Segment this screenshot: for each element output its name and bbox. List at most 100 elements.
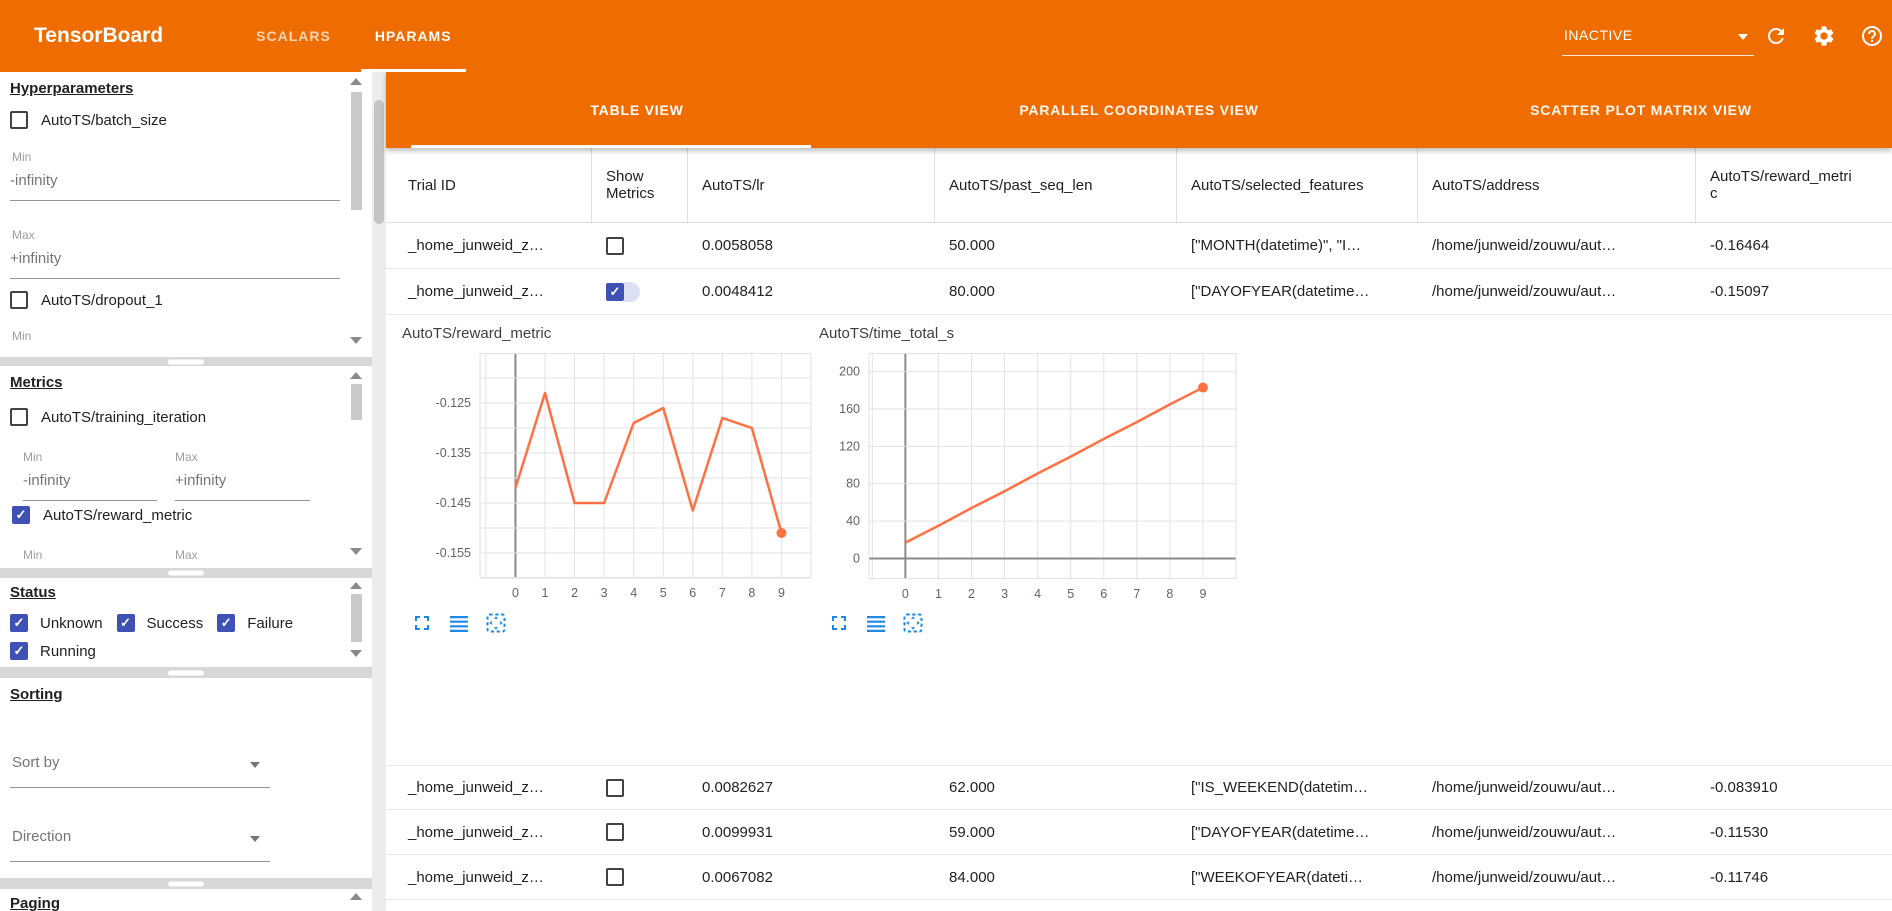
fullscreen-icon[interactable] [410, 611, 434, 635]
success-checkbox[interactable] [116, 614, 135, 632]
scrollbar-thumb[interactable] [351, 92, 362, 210]
svg-text:2: 2 [968, 587, 975, 601]
reward-metric-cell: -0.11746 [1710, 868, 1769, 886]
drag-handle[interactable] [168, 359, 204, 364]
chart-toolbar [410, 611, 508, 635]
svg-text:-0.125: -0.125 [436, 396, 471, 410]
tab-scalars[interactable]: SCALARS [256, 28, 331, 44]
pan-zoom-icon[interactable] [901, 611, 925, 635]
table-row[interactable]: _home_junweid_z… 0.0082627 62.000 ["IS_W… [386, 765, 1892, 810]
svg-text:120: 120 [839, 439, 860, 453]
chevron-down-icon [1738, 34, 1748, 40]
svg-text:3: 3 [601, 586, 608, 600]
reward-metric-checkbox[interactable] [12, 506, 30, 524]
past-seq-len-cell: 84.000 [949, 868, 995, 886]
address-cell: /home/junweid/zouwu/aut… [1432, 868, 1617, 886]
lr-cell: 0.0082627 [702, 779, 773, 796]
checkbox-ripple [624, 281, 640, 302]
section-resizer[interactable] [0, 667, 372, 678]
chart-title: AutoTS/reward_metric [402, 325, 552, 342]
tab-scatter-plot-matrix-view[interactable]: SCATTER PLOT MATRIX VIEW [1530, 102, 1752, 118]
section-paging: Paging [0, 889, 372, 911]
section-resizer[interactable] [0, 357, 372, 366]
status-heading: Status [10, 584, 56, 601]
log-scale-lines-icon[interactable] [864, 611, 888, 635]
show-metrics-checkbox[interactable] [606, 282, 624, 301]
svg-text:7: 7 [719, 586, 726, 600]
settings-button[interactable] [1812, 24, 1836, 48]
dropout-1-checkbox[interactable] [10, 291, 28, 309]
address-cell: /home/junweid/zouwu/aut… [1432, 283, 1617, 300]
sort-by-select[interactable]: Sort by [10, 744, 270, 788]
refresh-button[interactable] [1764, 24, 1788, 48]
lr-cell: 0.0058058 [702, 237, 773, 254]
show-metrics-checkbox[interactable] [606, 236, 624, 255]
max-label: Max [175, 548, 198, 562]
section-resizer[interactable] [0, 568, 372, 578]
running-checkbox[interactable] [10, 642, 28, 660]
tab-hparams[interactable]: HPARAMS [353, 0, 474, 72]
show-metrics-checkbox[interactable] [606, 868, 624, 886]
table-header: Trial ID Show Metrics AutoTS/lr AutoTS/p… [386, 148, 1892, 223]
past-seq-len-cell: 80.000 [949, 283, 995, 300]
svg-text:200: 200 [839, 365, 860, 379]
metric-item-reward-metric: AutoTS/reward_metric [12, 506, 192, 524]
view-tabs: TABLE VIEW PARALLEL COORDINATES VIEW SCA… [386, 72, 1892, 148]
run-status-select[interactable]: INACTIVE [1562, 16, 1754, 56]
show-metrics-checkbox[interactable] [606, 778, 624, 797]
metrics-heading: Metrics [10, 374, 63, 391]
reward-metric-cell: -0.16464 [1710, 237, 1770, 254]
failure-checkbox[interactable] [217, 614, 236, 632]
svg-text:4: 4 [630, 586, 637, 600]
scrollbar-thumb[interactable] [351, 594, 362, 642]
scroll-down-icon[interactable] [350, 650, 362, 657]
col-lr: AutoTS/lr [688, 148, 935, 222]
scrollbar-thumb[interactable] [351, 384, 362, 420]
past-seq-len-cell: 50.000 [949, 237, 995, 254]
scroll-down-icon[interactable] [350, 337, 362, 344]
status-option-failure: Failure [217, 614, 293, 632]
scroll-down-icon[interactable] [350, 548, 362, 555]
batch-size-max-input[interactable]: +infinity [10, 250, 340, 279]
direction-select[interactable]: Direction [10, 818, 270, 862]
scroll-up-icon[interactable] [350, 372, 362, 379]
address-cell: /home/junweid/zouwu/aut… [1432, 823, 1617, 841]
status-label: Running [40, 642, 96, 660]
scroll-up-icon[interactable] [350, 78, 362, 85]
table-row[interactable]: _home_junweid_z… 0.0099931 59.000 ["DAYO… [386, 810, 1892, 855]
scrollbar-thumb[interactable] [374, 100, 384, 224]
scroll-up-icon[interactable] [350, 893, 362, 900]
training-iteration-max-input[interactable]: +infinity [175, 472, 310, 501]
show-metrics-checkbox[interactable] [606, 823, 624, 841]
training-iteration-min-input[interactable]: -infinity [23, 472, 157, 501]
section-resizer[interactable] [0, 878, 372, 889]
selected-features-cell: ["MONTH(datetime)", "I… [1191, 237, 1362, 254]
time-total-plot: 0 40 80 120 160 200 0 1 2 3 4 5 6 7 8 9 [839, 353, 1237, 601]
drag-handle[interactable] [168, 570, 204, 576]
svg-text:9: 9 [778, 586, 785, 600]
hparam-label: AutoTS/batch_size [41, 111, 167, 129]
tab-table-view[interactable]: TABLE VIEW [590, 102, 684, 118]
table-row[interactable]: _home_junweid_z… 0.0058058 50.000 ["MONT… [386, 223, 1892, 269]
max-label: Max [12, 228, 35, 242]
unknown-checkbox[interactable] [10, 614, 28, 632]
svg-text:-0.145: -0.145 [436, 496, 471, 510]
tab-parallel-coordinates-view[interactable]: PARALLEL COORDINATES VIEW [1019, 102, 1259, 118]
trial-id-cell: _home_junweid_z… [408, 237, 544, 254]
svg-text:1: 1 [935, 587, 942, 601]
pan-zoom-icon[interactable] [484, 611, 508, 635]
fullscreen-icon[interactable] [827, 611, 851, 635]
log-scale-lines-icon[interactable] [447, 611, 471, 635]
help-button[interactable] [1860, 24, 1884, 48]
training-iteration-checkbox[interactable] [10, 408, 28, 426]
table-row-expanded[interactable]: _home_junweid_z… 0.0048412 80.000 ["DAYO… [386, 269, 1892, 315]
min-label: Min [23, 548, 43, 562]
batch-size-checkbox[interactable] [10, 111, 28, 129]
scroll-up-icon[interactable] [350, 582, 362, 589]
selected-features-cell: ["DAYOFYEAR(datetime… [1191, 823, 1370, 841]
drag-handle[interactable] [168, 670, 204, 675]
batch-size-min-input[interactable]: -infinity [10, 172, 340, 201]
drag-handle[interactable] [168, 881, 204, 886]
svg-text:-0.135: -0.135 [436, 446, 471, 460]
table-row[interactable]: _home_junweid_z… 0.0067082 84.000 ["WEEK… [386, 855, 1892, 900]
